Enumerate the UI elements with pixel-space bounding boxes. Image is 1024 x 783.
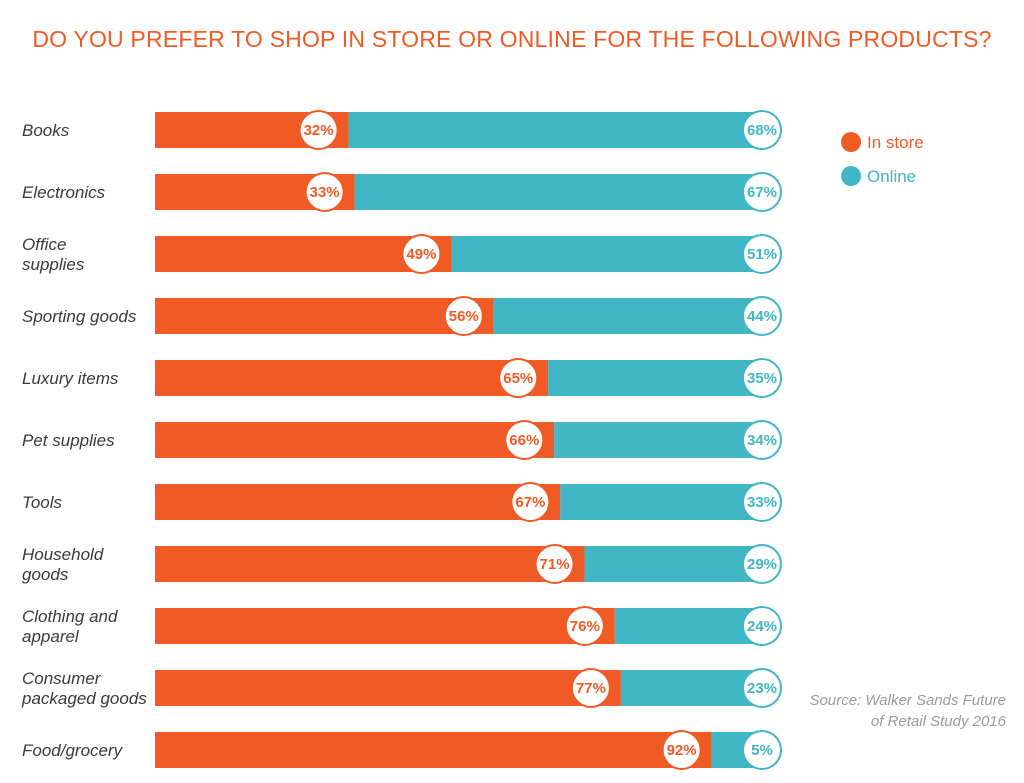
online-value-badge [742,296,782,336]
bar-in-store [155,360,549,396]
category-label-line: Sporting goods [22,307,137,326]
in-store-value-badge [498,358,539,398]
in-store-value-badge [534,544,575,584]
in-store-value-label: 77% [576,680,606,697]
in-store-value-badge [443,296,484,336]
category-label: Books [22,121,70,140]
category-label: Household goods [22,545,104,584]
bar-in-store [155,298,494,334]
bar-online [560,484,760,520]
legend-swatch [841,166,861,186]
category-label: Tools [22,493,63,512]
category-label-line: Tools [22,493,63,512]
category-label: Pet supplies [22,431,115,450]
in-store-value-badge [510,482,551,522]
legend-swatch [841,132,861,152]
online-value-label: 5% [751,742,773,759]
category-label: Electronics [22,183,106,202]
bar-in-store [155,484,561,520]
category-label-line: Food/grocery [22,741,124,760]
in-store-value-badge [570,668,611,708]
online-value-label: 24% [747,618,777,635]
category-label-line: packaged goods [21,689,147,708]
category-label: Sporting goods [22,307,137,326]
in-store-value-badge [304,172,345,212]
source-note: Source: Walker Sands Future of Retail St… [810,690,1006,732]
in-store-value-label: 71% [540,556,570,573]
online-value-label: 51% [747,246,777,263]
online-value-badge [742,668,782,708]
online-value-badge [742,482,782,522]
category-label: Luxury items [22,369,119,388]
category-label: Office supplies [22,235,85,274]
category-label-line: Office [22,235,66,254]
in-store-value-badge [661,730,702,770]
online-value-badge [742,730,782,770]
category-label-line: Clothing and [22,607,118,626]
bar-online [354,174,760,210]
in-store-value-badge [564,606,605,646]
in-store-value-label: 92% [667,742,697,759]
in-store-value-label: 33% [310,184,340,201]
in-store-value-label: 66% [509,432,539,449]
in-store-value-label: 56% [449,308,479,325]
category-label: Food/grocery [22,741,124,760]
bar-in-store [155,670,621,706]
category-label: Clothing and apparel [22,607,118,646]
category-label-line: Electronics [22,183,106,202]
bar-online [584,546,760,582]
legend-label: Online [867,167,916,186]
online-value-label: 35% [747,370,777,387]
category-label-line: supplies [22,255,85,274]
chart-title: DO YOU PREFER TO SHOP IN STORE OR ONLINE… [32,26,992,52]
category-label: Consumer packaged goods [21,669,147,708]
online-value-badge [742,544,782,584]
in-store-value-badge [504,420,545,460]
source-line-1: Source: Walker Sands Future [809,692,1006,709]
bar-online [451,236,760,272]
bar-online [554,422,760,458]
online-value-label: 68% [747,122,777,139]
category-label-line: Luxury items [22,369,119,388]
category-label-line: Books [22,121,70,140]
bar-in-store [155,422,555,458]
online-value-badge [742,234,782,274]
in-store-value-label: 67% [515,494,545,511]
bar-online [548,360,760,396]
bar-in-store [155,608,615,644]
category-label-line: Pet supplies [22,431,115,450]
bar-online [620,670,760,706]
category-label-line: Consumer [22,669,102,688]
online-value-badge [742,420,782,460]
in-store-value-label: 76% [570,618,600,635]
bar-online [493,298,760,334]
category-label-line: goods [22,565,69,584]
legend-label: In store [867,133,924,152]
bar-in-store [155,546,585,582]
online-value-badge [742,358,782,398]
in-store-value-badge [401,234,442,274]
category-label-line: Household [22,545,104,564]
bar-online [614,608,760,644]
in-store-value-label: 49% [406,246,436,263]
category-label-line: apparel [22,627,80,646]
online-value-label: 23% [747,680,777,697]
online-value-label: 33% [747,494,777,511]
online-value-label: 67% [747,184,777,201]
in-store-value-badge [298,110,339,150]
bar-in-store [155,732,712,768]
online-value-badge [742,172,782,212]
in-store-value-label: 32% [304,122,334,139]
bar-online [348,112,760,148]
online-value-label: 34% [747,432,777,449]
online-value-badge [742,110,782,150]
online-value-label: 29% [747,556,777,573]
online-value-label: 44% [747,308,777,325]
source-line-2: of Retail Study 2016 [870,713,1006,730]
online-value-badge [742,606,782,646]
in-store-value-label: 65% [503,370,533,387]
